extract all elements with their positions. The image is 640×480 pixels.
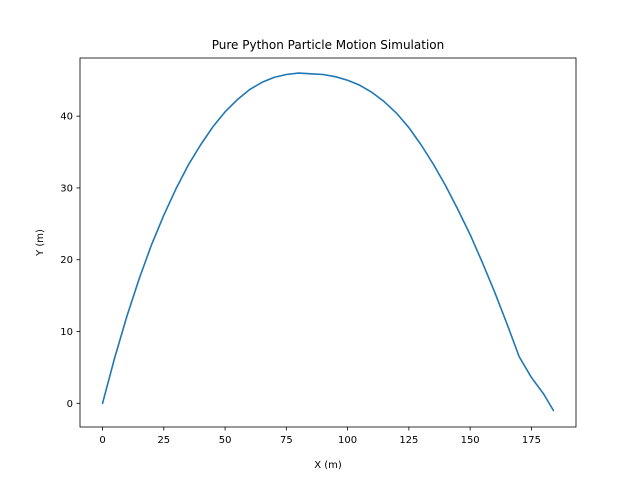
- y-axis-label: Y (m): [35, 229, 46, 257]
- y-tick-label: 0: [67, 399, 73, 410]
- plot-area: [101, 72, 555, 412]
- axes-frame: [79, 57, 577, 428]
- x-axis-label: X (m): [314, 460, 342, 471]
- x-tick-label: 25: [157, 435, 170, 446]
- x-tick-label: 75: [280, 435, 293, 446]
- y-tick-label: 10: [60, 327, 73, 338]
- trajectory-line: [101, 72, 555, 412]
- y-tick-label: 20: [60, 255, 73, 266]
- x-tick-label: 100: [338, 435, 357, 446]
- x-tick-label: 125: [399, 435, 418, 446]
- y-tick-label: 30: [60, 183, 73, 194]
- y-tick-label: 40: [60, 112, 73, 123]
- x-tick-label: 50: [219, 435, 232, 446]
- x-tick-label: 0: [99, 435, 105, 446]
- chart-title: Pure Python Particle Motion Simulation: [212, 38, 444, 52]
- x-tick-label: 150: [461, 435, 480, 446]
- x-tick-label: 175: [522, 435, 541, 446]
